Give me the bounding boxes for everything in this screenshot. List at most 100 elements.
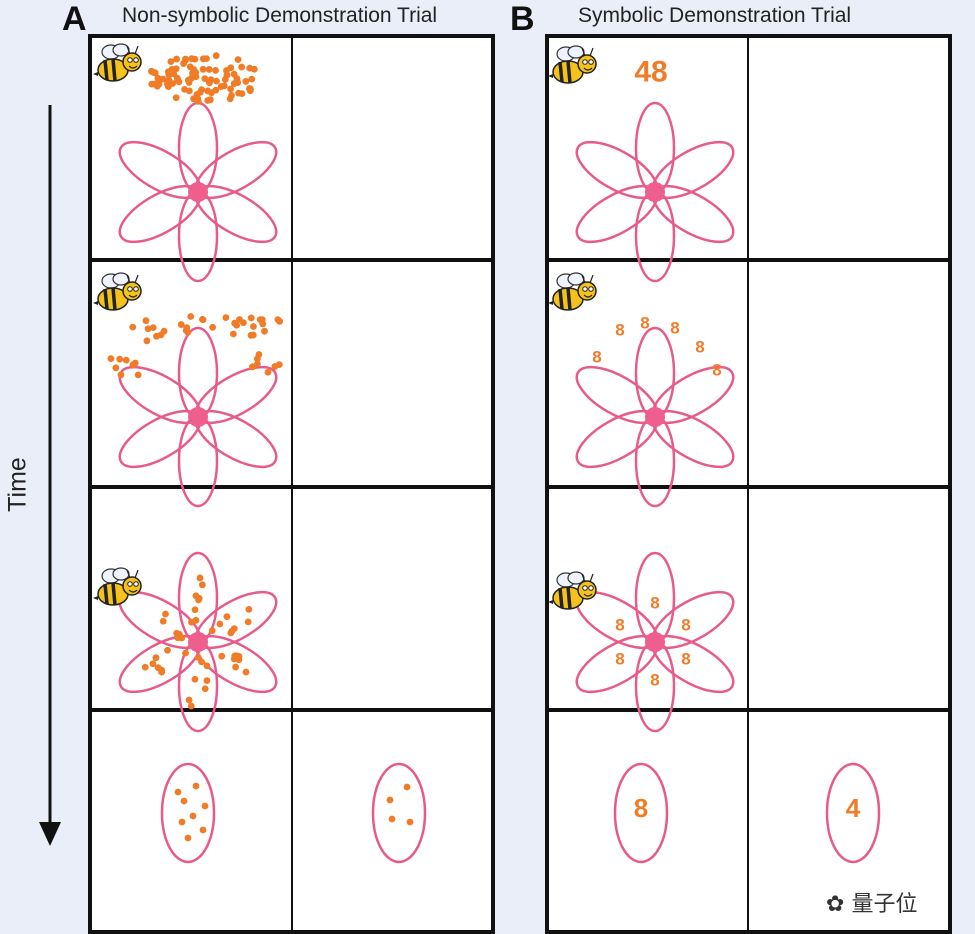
stimulus-dot [173, 55, 181, 63]
right-petal-dot [403, 783, 411, 791]
numeral-digit: 8 [650, 594, 659, 613]
stimulus-dot [271, 363, 279, 370]
panel-a-letter: A [62, 0, 87, 38]
stimulus-dot [217, 83, 225, 90]
stimulus-dot [194, 97, 202, 105]
stimulus-dot [107, 355, 115, 363]
stimulus-dot [192, 592, 200, 600]
stimulus-dot [187, 313, 195, 320]
numeral-digit: 8 [695, 338, 704, 357]
stimulus-dot [191, 675, 199, 683]
stimulus-dot [155, 80, 163, 88]
left-petal-dot [184, 834, 192, 842]
right-petal-dot [386, 796, 394, 804]
stimulus-dot [216, 620, 224, 628]
stimulus-dot [244, 618, 252, 626]
stimulus-dot [242, 78, 250, 85]
stimulus-dot [227, 64, 235, 72]
numeral-left-petal: 8 [634, 793, 648, 823]
stimulus-dot [184, 328, 192, 336]
stimulus-dot [177, 321, 185, 328]
numeral-digit: 8 [615, 616, 624, 635]
stimulus-dot [158, 666, 166, 674]
numeral-digit: 8 [681, 616, 690, 635]
wechat-icon: ✿ [826, 892, 845, 917]
stimulus-dot [255, 351, 263, 358]
stimulus-dot [246, 85, 254, 92]
bee-icon [548, 571, 597, 610]
panel-a-title: Non-symbolic Demonstration Trial [122, 4, 438, 27]
stimulus-dot [185, 79, 193, 86]
numeral-digit: 8 [592, 348, 601, 367]
left-petal-dot [192, 782, 200, 790]
stimulus-dot [218, 652, 226, 660]
stimulus-dot [201, 685, 209, 693]
watermark: ✿ 量子位 [826, 886, 917, 918]
panel-b-title: Symbolic Demonstration Trial [578, 4, 852, 27]
stimulus-dot [207, 76, 215, 84]
left-petal-dot [180, 797, 188, 805]
stimulus-dot [204, 87, 212, 95]
stimulus-dot [242, 668, 250, 676]
flower-center [188, 182, 208, 202]
stimulus-dot [152, 654, 160, 662]
petal-a-right [371, 762, 427, 864]
stimulus-dot [227, 85, 235, 93]
stimulus-dot [203, 662, 211, 670]
stimulus-dot [168, 66, 176, 73]
stimulus-dot [249, 363, 256, 370]
stimulus-dot [174, 76, 182, 84]
stimulus-dot [191, 55, 199, 63]
stimulus-dot [191, 606, 199, 614]
stimulus-dot [159, 75, 167, 83]
numeral-48: 48 [634, 56, 667, 89]
petal-b-right [825, 762, 881, 864]
stimulus-dot [250, 323, 257, 330]
stimulus-dot [209, 323, 217, 331]
stimulus-dot [249, 331, 257, 339]
stimulus-dot [233, 321, 241, 329]
stimulus-dot [227, 629, 235, 637]
left-petal-dot [178, 818, 186, 826]
stimulus-dot [198, 658, 205, 666]
left-petal-dot [189, 812, 197, 820]
stimulus-dot [167, 58, 175, 65]
stimulus-dot [131, 359, 139, 367]
stimulus-dot [185, 87, 193, 95]
stimulus-dot [112, 364, 120, 372]
flower-b-row1 [575, 101, 735, 283]
flower-center [188, 407, 208, 427]
stimulus-dot [162, 610, 169, 618]
stimulus-dot [212, 66, 220, 74]
stimulus-dot [117, 371, 125, 379]
stimulus-dot [258, 316, 266, 324]
stimulus-dot [230, 80, 238, 88]
stimulus-dot [238, 90, 246, 98]
stimulus-dot [148, 80, 156, 88]
stimulus-dot [206, 96, 214, 104]
panel-b-grid [545, 34, 952, 934]
stimulus-dot [182, 649, 189, 657]
stimulus-dot [159, 617, 167, 625]
bee-icon [93, 43, 142, 82]
stimulus-dot [189, 69, 196, 77]
stimulus-dot [199, 55, 207, 63]
flower-b-row2 [575, 326, 735, 508]
stimulus-dot [134, 371, 142, 379]
stimulus-dot [164, 646, 171, 654]
bee-icon [548, 45, 597, 84]
stimulus-dot [247, 314, 255, 322]
stimulus-dot [212, 86, 220, 94]
stimulus-dot [208, 627, 216, 635]
stimulus-dot [154, 74, 162, 82]
right-petal-dot [406, 818, 414, 826]
stimulus-dot [116, 355, 124, 363]
stimulus-dot [196, 88, 204, 96]
stimulus-dot [274, 316, 282, 324]
stimulus-dot [143, 337, 151, 345]
numeral-digit: 8 [615, 321, 624, 340]
stimulus-dot [228, 91, 235, 99]
numeral-digit: 8 [670, 319, 679, 338]
right-petal-dot [388, 815, 396, 823]
